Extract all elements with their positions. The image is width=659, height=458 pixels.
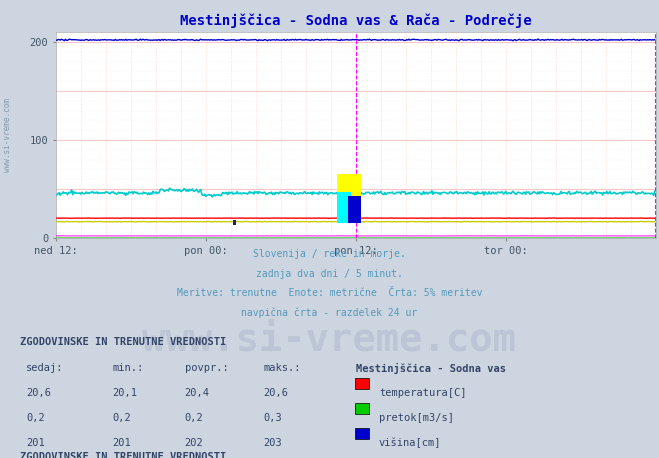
Text: višina[cm]: višina[cm]: [379, 437, 442, 448]
Text: 201: 201: [26, 437, 45, 447]
Bar: [337, 174, 361, 207]
Text: 20,6: 20,6: [26, 388, 51, 398]
Text: navpična črta - razdelek 24 ur: navpična črta - razdelek 24 ur: [241, 307, 418, 318]
Bar: [337, 192, 351, 224]
Title: Mestinjščica - Sodna vas & Rača - Podrečje: Mestinjščica - Sodna vas & Rača - Podreč…: [180, 14, 532, 28]
Text: 0,2: 0,2: [185, 413, 203, 423]
Text: 0,3: 0,3: [264, 413, 282, 423]
Text: ZGODOVINSKE IN TRENUTNE VREDNOSTI: ZGODOVINSKE IN TRENUTNE VREDNOSTI: [20, 452, 226, 458]
Text: min.:: min.:: [112, 363, 143, 373]
Text: 20,6: 20,6: [264, 388, 289, 398]
Bar: [355, 428, 369, 439]
Text: 20,1: 20,1: [112, 388, 137, 398]
Bar: [233, 220, 236, 225]
Bar: [355, 403, 369, 414]
Text: Slovenija / reke in morje.: Slovenija / reke in morje.: [253, 249, 406, 259]
Text: 20,4: 20,4: [185, 388, 210, 398]
Text: povpr.:: povpr.:: [185, 363, 228, 373]
Text: 0,2: 0,2: [26, 413, 45, 423]
Bar: [347, 196, 361, 224]
Text: 0,2: 0,2: [112, 413, 130, 423]
Text: 202: 202: [185, 437, 203, 447]
Text: temperatura[C]: temperatura[C]: [379, 388, 467, 398]
Text: zadnja dva dni / 5 minut.: zadnja dva dni / 5 minut.: [256, 268, 403, 278]
Text: Mestinjščica - Sodna vas: Mestinjščica - Sodna vas: [356, 363, 506, 374]
Text: www.si-vreme.com: www.si-vreme.com: [142, 321, 517, 359]
Text: 203: 203: [264, 437, 282, 447]
Text: Meritve: trenutne  Enote: metrične  Črta: 5% meritev: Meritve: trenutne Enote: metrične Črta: …: [177, 288, 482, 298]
Text: 201: 201: [112, 437, 130, 447]
Text: pretok[m3/s]: pretok[m3/s]: [379, 413, 454, 423]
Text: ZGODOVINSKE IN TRENUTNE VREDNOSTI: ZGODOVINSKE IN TRENUTNE VREDNOSTI: [20, 338, 226, 348]
Bar: [355, 378, 369, 389]
Text: maks.:: maks.:: [264, 363, 301, 373]
Text: sedaj:: sedaj:: [26, 363, 64, 373]
Text: www.si-vreme.com: www.si-vreme.com: [3, 98, 13, 172]
